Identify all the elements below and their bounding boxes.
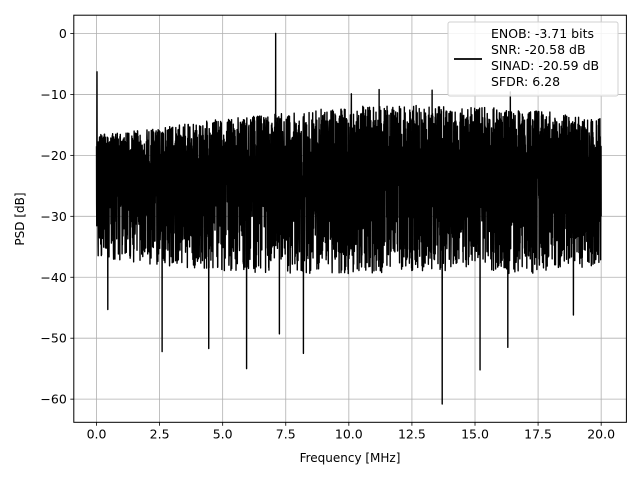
y-tick-label: −20 xyxy=(40,148,66,163)
axes-frame xyxy=(73,14,627,423)
y-axis-ticks: 0 −10 −20 −30 −40 −50 −60 xyxy=(40,26,74,407)
x-tick-label: 2.5 xyxy=(150,426,170,441)
x-tick-label: 5.0 xyxy=(213,426,233,441)
psd-trace xyxy=(95,32,602,405)
psd-line xyxy=(95,32,602,405)
y-tick-label: −50 xyxy=(40,331,66,346)
y-tick-label: 0 xyxy=(59,26,67,41)
legend-sinad: SINAD: -20.59 dB xyxy=(491,58,599,73)
x-axis-ticks: 0.0 2.5 5.0 7.5 10.0 12.5 15.0 17.5 20.0 xyxy=(87,422,615,441)
x-tick-label: 0.0 xyxy=(87,426,107,441)
y-tick-label: −10 xyxy=(40,87,66,102)
x-tick-label: 10.0 xyxy=(335,426,363,441)
x-tick-label: 17.5 xyxy=(524,426,552,441)
x-axis-label: Frequency [MHz] xyxy=(300,451,401,465)
legend-enob: ENOB: -3.71 bits xyxy=(491,26,594,41)
x-tick-label: 20.0 xyxy=(587,426,615,441)
legend-box xyxy=(447,21,619,97)
x-tick-label: 7.5 xyxy=(276,426,296,441)
y-tick-label: −40 xyxy=(40,270,66,285)
legend-snr: SNR: -20.58 dB xyxy=(491,42,586,57)
legend-sfdr: SFDR: 6.28 xyxy=(491,74,560,89)
x-tick-label: 15.0 xyxy=(461,426,489,441)
x-tick-label: 12.5 xyxy=(398,426,426,441)
y-tick-label: −60 xyxy=(40,392,66,407)
y-tick-label: −30 xyxy=(40,209,66,224)
y-axis-label: PSD [dB] xyxy=(13,192,27,245)
legend: ENOB: -3.71 bits SNR: -20.58 dB SINAD: -… xyxy=(447,21,619,97)
